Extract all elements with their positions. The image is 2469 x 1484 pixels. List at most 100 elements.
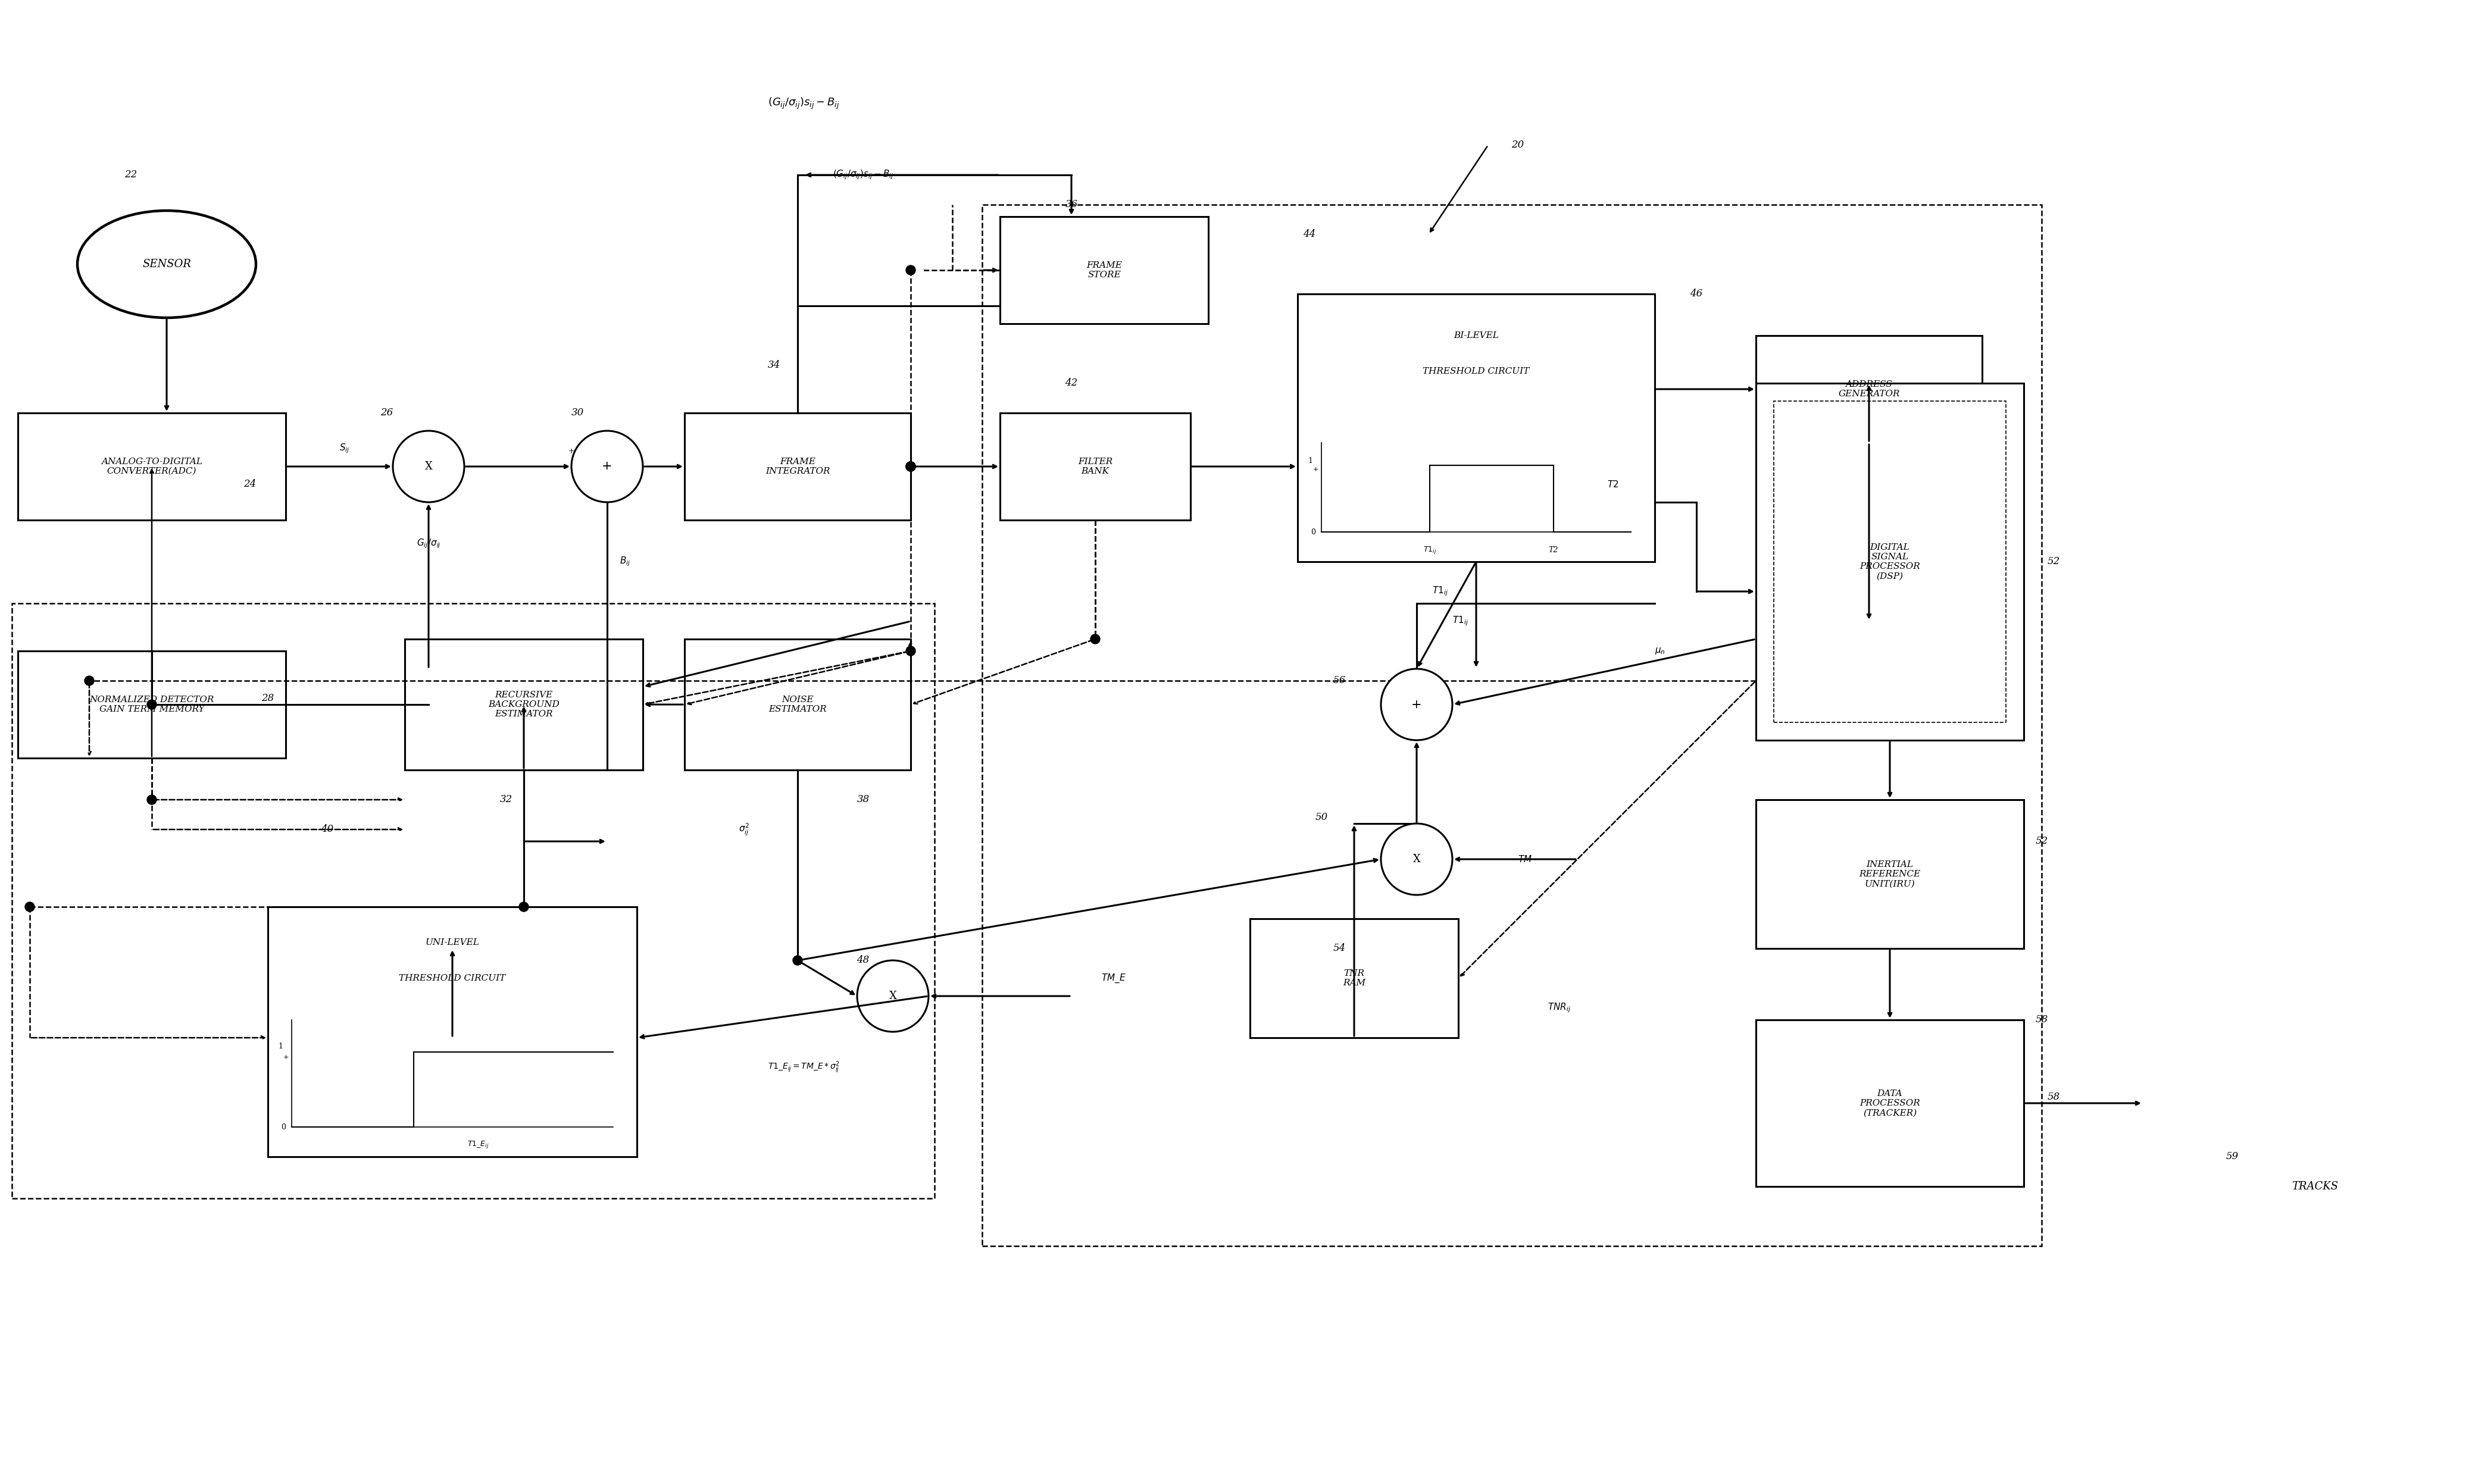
FancyBboxPatch shape — [405, 640, 642, 770]
Text: $\mu_n$: $\mu_n$ — [1654, 646, 1667, 656]
Text: FRAME
INTEGRATOR: FRAME INTEGRATOR — [765, 457, 830, 475]
Text: $T1_{ij}$: $T1_{ij}$ — [1452, 614, 1469, 628]
Text: 1: 1 — [279, 1043, 284, 1051]
Text: $(G_{ij}/\sigma_{ij})s_{ij}-B_{ij}$: $(G_{ij}/\sigma_{ij})s_{ij}-B_{ij}$ — [768, 96, 839, 111]
Text: NOISE
ESTIMATOR: NOISE ESTIMATOR — [768, 696, 827, 714]
Text: $T1\_E_{ij}$: $T1\_E_{ij}$ — [467, 1140, 489, 1150]
Circle shape — [1380, 824, 1452, 895]
FancyBboxPatch shape — [267, 907, 637, 1156]
Text: TRACKS: TRACKS — [2291, 1181, 2338, 1192]
Text: DIGITAL
SIGNAL
PROCESSOR
(DSP): DIGITAL SIGNAL PROCESSOR (DSP) — [1859, 543, 1921, 580]
Text: $T1_{ij}$: $T1_{ij}$ — [1432, 585, 1449, 598]
Text: 52: 52 — [2047, 556, 2059, 567]
FancyBboxPatch shape — [684, 640, 911, 770]
FancyBboxPatch shape — [1755, 335, 1983, 442]
Text: DATA
PROCESSOR
(TRACKER): DATA PROCESSOR (TRACKER) — [1859, 1089, 1921, 1117]
Text: 0: 0 — [281, 1123, 286, 1131]
Circle shape — [906, 266, 916, 275]
Text: $TM$: $TM$ — [1518, 855, 1533, 864]
FancyBboxPatch shape — [1755, 800, 2025, 948]
Text: 44: 44 — [1304, 230, 1316, 239]
FancyBboxPatch shape — [1000, 217, 1207, 324]
Text: NORMALIZED DETECTOR
GAIN TERM MEMORY: NORMALIZED DETECTOR GAIN TERM MEMORY — [89, 696, 215, 714]
Circle shape — [1380, 669, 1452, 741]
Circle shape — [793, 956, 802, 965]
Text: SENSOR: SENSOR — [143, 258, 190, 270]
Text: 46: 46 — [1691, 289, 1704, 298]
Text: -: - — [625, 493, 627, 500]
Text: 26: 26 — [380, 408, 393, 418]
Text: ADDRESS
GENERATOR: ADDRESS GENERATOR — [1839, 380, 1899, 398]
Text: 40: 40 — [321, 825, 333, 834]
FancyBboxPatch shape — [1000, 413, 1190, 519]
Text: TNR
RAM: TNR RAM — [1343, 969, 1365, 987]
FancyBboxPatch shape — [1755, 1020, 2025, 1187]
Text: 38: 38 — [857, 794, 869, 804]
Circle shape — [570, 430, 642, 502]
Text: THRESHOLD CIRCUIT: THRESHOLD CIRCUIT — [1422, 367, 1528, 375]
Text: BI-LEVEL: BI-LEVEL — [1454, 331, 1499, 340]
Text: +: + — [1314, 466, 1318, 472]
Text: 20: 20 — [1511, 139, 1523, 150]
Text: 42: 42 — [1064, 378, 1079, 389]
Text: INERTIAL
REFERENCE
UNIT(IRU): INERTIAL REFERENCE UNIT(IRU) — [1859, 861, 1921, 887]
Text: 22: 22 — [123, 169, 138, 180]
Text: 28: 28 — [262, 693, 274, 703]
Circle shape — [148, 795, 156, 804]
Text: 24: 24 — [244, 479, 257, 490]
Text: +: + — [568, 448, 575, 456]
Text: $TM\_E$: $TM\_E$ — [1101, 972, 1126, 984]
Text: 0: 0 — [1311, 528, 1316, 536]
Circle shape — [906, 462, 916, 472]
Circle shape — [906, 462, 916, 472]
Text: $S_{ij}$: $S_{ij}$ — [338, 442, 351, 454]
Text: $TNR_{ij}$: $TNR_{ij}$ — [1548, 1002, 1570, 1014]
Text: +: + — [284, 1055, 289, 1061]
Text: 30: 30 — [570, 408, 583, 418]
FancyBboxPatch shape — [1755, 383, 2025, 741]
Text: 56: 56 — [1333, 675, 1346, 686]
Text: $T2$: $T2$ — [1607, 479, 1620, 490]
FancyBboxPatch shape — [1773, 401, 2005, 723]
FancyBboxPatch shape — [684, 413, 911, 519]
FancyBboxPatch shape — [1249, 919, 1459, 1037]
Circle shape — [148, 700, 156, 709]
Circle shape — [393, 430, 464, 502]
Text: 54: 54 — [1333, 944, 1346, 954]
FancyBboxPatch shape — [17, 651, 286, 758]
Text: $B_{ij}$: $B_{ij}$ — [620, 555, 630, 568]
Circle shape — [1091, 634, 1101, 644]
Circle shape — [25, 902, 35, 911]
Text: 50: 50 — [1316, 813, 1328, 822]
Circle shape — [906, 462, 916, 472]
Text: 32: 32 — [499, 794, 511, 804]
Text: 1: 1 — [1309, 457, 1314, 464]
Circle shape — [906, 646, 916, 656]
Text: X: X — [425, 462, 432, 472]
Circle shape — [518, 902, 528, 911]
Text: +: + — [602, 462, 612, 472]
Text: T2: T2 — [1548, 546, 1558, 554]
Text: $T1\_E_{ij}=TM\_E*\sigma^2_{ij}$: $T1\_E_{ij}=TM\_E*\sigma^2_{ij}$ — [768, 1060, 839, 1074]
Text: $\sigma^2_{ij}$: $\sigma^2_{ij}$ — [738, 822, 751, 837]
Text: 52: 52 — [2034, 837, 2049, 846]
Text: ANALOG-TO-DIGITAL
CONVERTER(ADC): ANALOG-TO-DIGITAL CONVERTER(ADC) — [101, 457, 202, 475]
Text: THRESHOLD CIRCUIT: THRESHOLD CIRCUIT — [400, 974, 506, 982]
FancyBboxPatch shape — [17, 413, 286, 519]
Text: 36: 36 — [1064, 200, 1079, 209]
Text: 58: 58 — [2047, 1092, 2059, 1103]
Text: +: + — [1412, 699, 1422, 711]
Text: UNI-LEVEL: UNI-LEVEL — [425, 938, 479, 947]
Text: FRAME
STORE: FRAME STORE — [1086, 261, 1121, 279]
Text: 34: 34 — [768, 361, 780, 371]
Text: $T1_{ij}$: $T1_{ij}$ — [1422, 545, 1437, 555]
Circle shape — [857, 960, 928, 1031]
Text: 48: 48 — [857, 956, 869, 966]
Text: RECURSIVE
BACKGROUND
ESTIMATOR: RECURSIVE BACKGROUND ESTIMATOR — [489, 690, 560, 718]
Circle shape — [906, 462, 916, 472]
Text: $(G_{ij}/\sigma_{ij})s_{ij}-B_{ij}$: $(G_{ij}/\sigma_{ij})s_{ij}-B_{ij}$ — [832, 169, 894, 181]
Text: X: X — [889, 991, 896, 1002]
FancyBboxPatch shape — [1299, 294, 1654, 562]
Circle shape — [84, 675, 94, 686]
Ellipse shape — [77, 211, 257, 318]
